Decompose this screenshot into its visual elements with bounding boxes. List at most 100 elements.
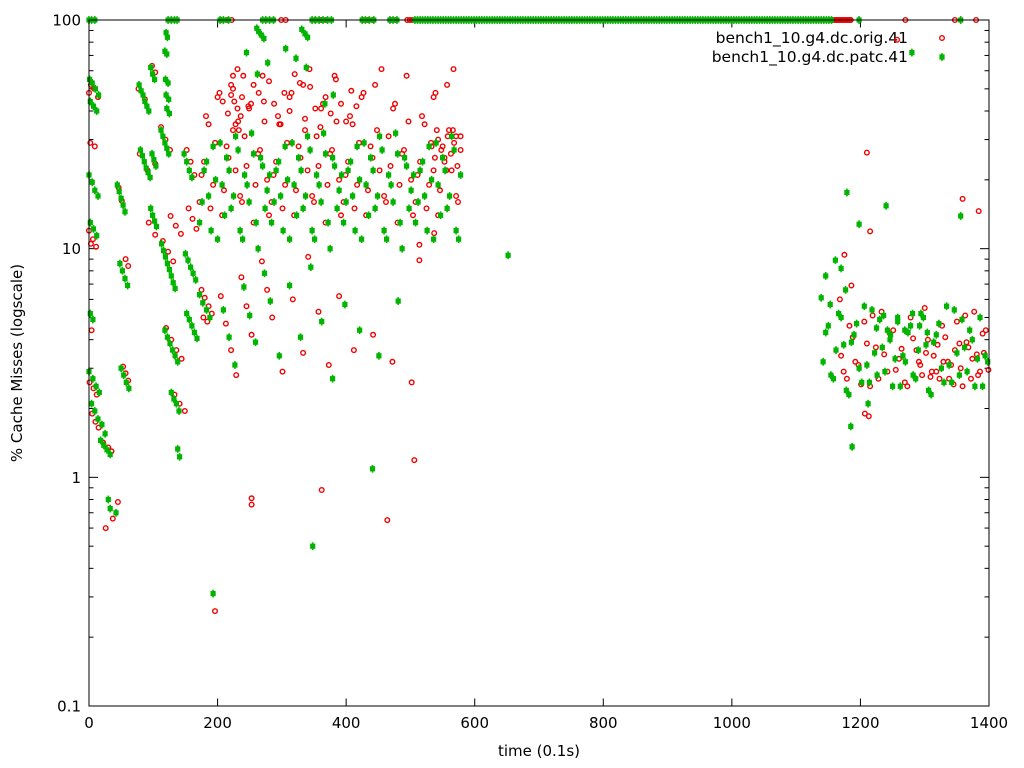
data-point	[260, 98, 267, 105]
data-point	[311, 198, 317, 206]
data-point	[848, 282, 855, 289]
data-point	[243, 303, 250, 310]
data-point	[177, 452, 183, 461]
data-point	[122, 207, 128, 216]
data-point	[264, 176, 271, 183]
data-point	[117, 259, 123, 268]
data-point	[951, 306, 957, 314]
data-point	[846, 322, 853, 329]
data-point	[944, 302, 950, 311]
data-point	[210, 181, 217, 188]
data-point	[359, 235, 365, 244]
data-point	[259, 72, 266, 79]
data-point	[975, 372, 982, 379]
data-point	[405, 118, 412, 125]
data-point	[307, 146, 313, 154]
data-point	[444, 81, 451, 88]
data-point	[852, 358, 859, 365]
data-point	[861, 302, 867, 311]
data-point	[942, 334, 949, 341]
data-point	[172, 222, 179, 229]
data-point	[289, 296, 296, 303]
data-point	[238, 94, 246, 101]
data-point	[347, 113, 353, 120]
data-point	[458, 171, 464, 179]
data-point	[923, 349, 929, 356]
data-point	[372, 204, 378, 213]
data-point	[910, 335, 917, 342]
plot-border-rect	[88, 19, 990, 707]
data-point	[361, 139, 367, 147]
data-point	[388, 181, 394, 189]
data-point	[385, 133, 392, 140]
data-point	[235, 127, 242, 134]
y-axis-title: % Cache Misses (logscale)	[8, 263, 26, 463]
data-point	[924, 328, 930, 337]
data-point	[93, 243, 100, 250]
data-point	[336, 176, 343, 183]
data-point	[892, 366, 899, 373]
data-point	[454, 162, 461, 170]
data-point	[879, 343, 885, 352]
data-point	[406, 204, 412, 213]
data-point	[305, 132, 311, 141]
data-point	[248, 495, 255, 502]
data-point	[384, 517, 391, 524]
data-point	[972, 382, 978, 391]
x-axis-title: time (0.1s)	[497, 742, 581, 760]
data-point	[964, 367, 970, 376]
data-point	[350, 347, 357, 354]
data-point	[327, 110, 334, 117]
data-point	[91, 143, 98, 150]
data-point	[189, 215, 196, 222]
data-point	[258, 153, 264, 162]
legend-entry-label: bench1_10.g4.dc.patc.41	[712, 48, 908, 67]
data-point	[327, 244, 333, 253]
data-point	[175, 445, 181, 453]
data-point	[243, 48, 250, 57]
data-point	[861, 318, 868, 325]
data-point	[416, 241, 423, 248]
data-point	[252, 338, 259, 347]
axis-tick-labels: 0 200 400 600 800 1000 1200 1400 0.1 1 10 100	[52, 12, 1008, 733]
data-point	[269, 218, 275, 227]
data-point	[413, 218, 419, 227]
data-point	[381, 226, 387, 235]
data-point	[244, 181, 250, 189]
data-point	[975, 208, 982, 215]
data-point	[985, 366, 992, 373]
data-point	[864, 361, 870, 369]
data-point	[321, 129, 327, 138]
data-point	[360, 89, 367, 96]
data-point	[246, 198, 252, 206]
data-point	[357, 326, 363, 335]
x-tick-label: 600	[460, 714, 489, 732]
data-point	[303, 192, 309, 200]
data-point	[351, 205, 358, 212]
data-point	[448, 167, 455, 174]
data-point	[243, 162, 250, 170]
data-point	[302, 127, 308, 134]
data-point	[395, 297, 401, 305]
data-point	[278, 192, 284, 200]
data-point	[841, 251, 848, 258]
data-point	[353, 103, 360, 110]
data-point	[95, 192, 101, 200]
data-point	[838, 352, 845, 359]
data-point	[953, 318, 960, 325]
data-point	[184, 157, 190, 166]
data-point	[125, 263, 132, 269]
data-point	[969, 335, 975, 344]
data-point	[940, 358, 947, 365]
legend-marker-icon	[939, 35, 945, 41]
data-point	[823, 328, 829, 337]
data-point	[372, 81, 379, 88]
data-point	[447, 192, 453, 200]
data-point	[457, 146, 464, 154]
data-point	[384, 235, 390, 244]
data-point	[832, 256, 838, 265]
data-point	[262, 204, 268, 213]
data-point	[825, 321, 831, 330]
data-point	[279, 368, 286, 375]
data-point	[309, 226, 315, 235]
